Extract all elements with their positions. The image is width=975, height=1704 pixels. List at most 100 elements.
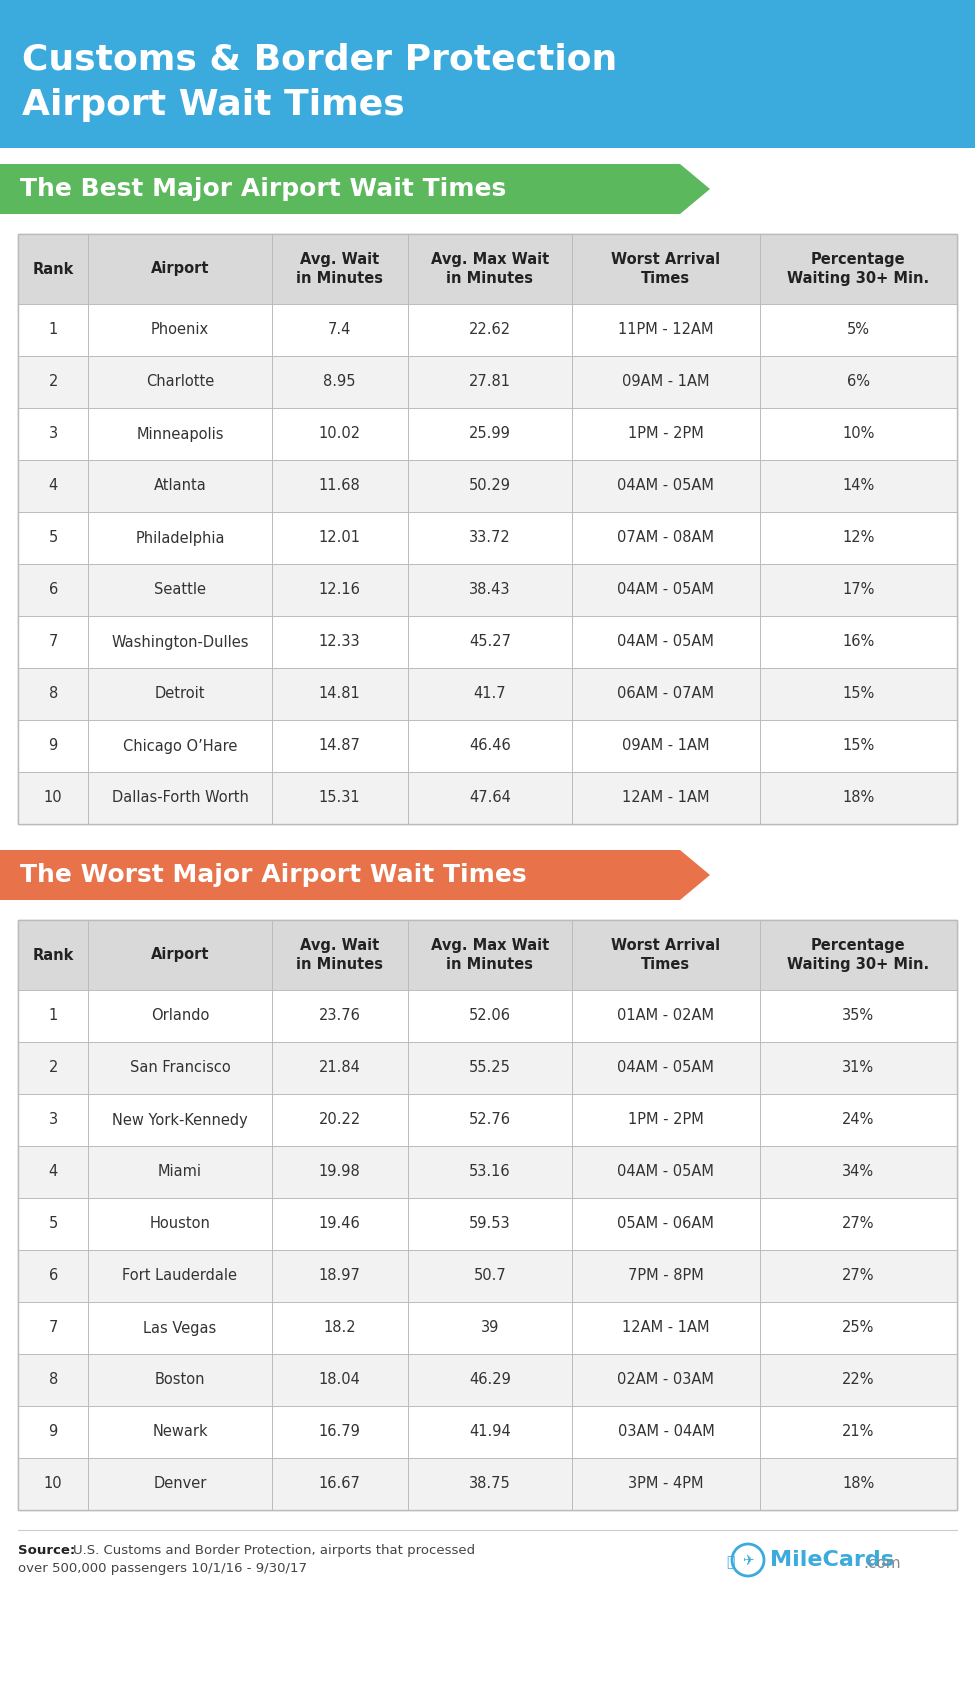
Text: 02AM - 03AM: 02AM - 03AM bbox=[617, 1372, 715, 1387]
Text: 05AM - 06AM: 05AM - 06AM bbox=[617, 1217, 715, 1232]
Text: Denver: Denver bbox=[153, 1476, 207, 1491]
Text: 06AM - 07AM: 06AM - 07AM bbox=[617, 687, 715, 702]
Bar bbox=[18, 511, 957, 564]
Text: U.S. Customs and Border Protection, airports that processed: U.S. Customs and Border Protection, airp… bbox=[73, 1544, 475, 1557]
Bar bbox=[18, 233, 957, 303]
Text: 7.4: 7.4 bbox=[328, 322, 351, 337]
Text: Customs & Border Protection: Customs & Border Protection bbox=[22, 43, 617, 77]
Text: 8.95: 8.95 bbox=[324, 375, 356, 390]
Text: Orlando: Orlando bbox=[151, 1009, 210, 1024]
Text: Washington-Dulles: Washington-Dulles bbox=[111, 634, 249, 649]
Text: Minneapolis: Minneapolis bbox=[136, 426, 223, 441]
Text: 46.29: 46.29 bbox=[469, 1372, 511, 1387]
Text: 12%: 12% bbox=[842, 530, 875, 545]
Bar bbox=[18, 1043, 957, 1094]
Bar bbox=[18, 1094, 957, 1147]
Text: 04AM - 05AM: 04AM - 05AM bbox=[617, 1060, 715, 1075]
Text: 16.67: 16.67 bbox=[319, 1476, 361, 1491]
Text: 01AM - 02AM: 01AM - 02AM bbox=[617, 1009, 715, 1024]
Text: 12.33: 12.33 bbox=[319, 634, 361, 649]
Text: Miami: Miami bbox=[158, 1164, 202, 1179]
Text: 38.75: 38.75 bbox=[469, 1476, 511, 1491]
Text: 2: 2 bbox=[49, 375, 58, 390]
Text: 53.16: 53.16 bbox=[469, 1164, 511, 1179]
Text: 🧍: 🧍 bbox=[725, 1556, 734, 1569]
Text: 11PM - 12AM: 11PM - 12AM bbox=[618, 322, 714, 337]
Text: 25%: 25% bbox=[842, 1321, 875, 1336]
Text: 6: 6 bbox=[49, 583, 58, 598]
Text: 34%: 34% bbox=[842, 1164, 875, 1179]
Bar bbox=[18, 1302, 957, 1355]
Text: 52.06: 52.06 bbox=[469, 1009, 511, 1024]
Text: 18.2: 18.2 bbox=[324, 1321, 356, 1336]
Text: 12AM - 1AM: 12AM - 1AM bbox=[622, 1321, 710, 1336]
Text: Chicago O’Hare: Chicago O’Hare bbox=[123, 738, 237, 753]
Text: San Francisco: San Francisco bbox=[130, 1060, 230, 1075]
Text: 10: 10 bbox=[44, 791, 62, 806]
Bar bbox=[18, 233, 957, 825]
Text: 55.25: 55.25 bbox=[469, 1060, 511, 1075]
Text: 04AM - 05AM: 04AM - 05AM bbox=[617, 634, 715, 649]
Text: 9: 9 bbox=[49, 1425, 58, 1440]
Text: 07AM - 08AM: 07AM - 08AM bbox=[617, 530, 715, 545]
Text: Dallas-Forth Worth: Dallas-Forth Worth bbox=[111, 791, 249, 806]
Text: 14.87: 14.87 bbox=[319, 738, 361, 753]
Text: 11.68: 11.68 bbox=[319, 479, 361, 494]
Text: 6%: 6% bbox=[847, 375, 870, 390]
Text: 16.79: 16.79 bbox=[319, 1425, 361, 1440]
Text: 27%: 27% bbox=[842, 1268, 875, 1283]
Text: 21%: 21% bbox=[842, 1425, 875, 1440]
Text: 46.46: 46.46 bbox=[469, 738, 511, 753]
Text: Percentage
Waiting 30+ Min.: Percentage Waiting 30+ Min. bbox=[788, 252, 929, 286]
Text: 41.94: 41.94 bbox=[469, 1425, 511, 1440]
Bar bbox=[18, 233, 957, 825]
Text: 03AM - 04AM: 03AM - 04AM bbox=[617, 1425, 715, 1440]
Text: 8: 8 bbox=[49, 687, 58, 702]
Text: Newark: Newark bbox=[152, 1425, 208, 1440]
Text: 15.31: 15.31 bbox=[319, 791, 361, 806]
Text: .com: .com bbox=[863, 1556, 901, 1571]
Bar bbox=[18, 1147, 957, 1198]
Text: Charlotte: Charlotte bbox=[146, 375, 214, 390]
Text: 6: 6 bbox=[49, 1268, 58, 1283]
Bar bbox=[18, 721, 957, 772]
Text: Atlanta: Atlanta bbox=[154, 479, 207, 494]
Text: MileCards: MileCards bbox=[770, 1551, 894, 1569]
Bar bbox=[18, 1251, 957, 1302]
Text: Houston: Houston bbox=[149, 1217, 211, 1232]
Text: New York-Kennedy: New York-Kennedy bbox=[112, 1113, 248, 1128]
Text: 10: 10 bbox=[44, 1476, 62, 1491]
Bar bbox=[18, 617, 957, 668]
Text: 09AM - 1AM: 09AM - 1AM bbox=[622, 738, 710, 753]
Text: 3PM - 4PM: 3PM - 4PM bbox=[628, 1476, 704, 1491]
Text: 3: 3 bbox=[49, 426, 58, 441]
Bar bbox=[18, 990, 957, 1043]
Text: The Worst Major Airport Wait Times: The Worst Major Airport Wait Times bbox=[20, 862, 526, 888]
Text: 47.64: 47.64 bbox=[469, 791, 511, 806]
Text: Philadelphia: Philadelphia bbox=[136, 530, 224, 545]
Bar bbox=[18, 1198, 957, 1251]
Text: 19.46: 19.46 bbox=[319, 1217, 361, 1232]
Text: 16%: 16% bbox=[842, 634, 875, 649]
Text: 52.76: 52.76 bbox=[469, 1113, 511, 1128]
Bar bbox=[18, 920, 957, 1510]
Bar bbox=[18, 564, 957, 617]
Text: Source:: Source: bbox=[18, 1544, 75, 1557]
Text: 23.76: 23.76 bbox=[319, 1009, 361, 1024]
Text: Airport: Airport bbox=[151, 947, 210, 963]
Text: 10%: 10% bbox=[842, 426, 875, 441]
Text: Airport Wait Times: Airport Wait Times bbox=[22, 89, 405, 123]
Text: 12.16: 12.16 bbox=[319, 583, 361, 598]
Bar bbox=[18, 1406, 957, 1459]
Text: 5%: 5% bbox=[847, 322, 870, 337]
Bar bbox=[18, 920, 957, 1510]
Text: ✈: ✈ bbox=[742, 1552, 754, 1568]
Text: 4: 4 bbox=[49, 1164, 58, 1179]
Text: 1PM - 2PM: 1PM - 2PM bbox=[628, 1113, 704, 1128]
Text: Avg. Wait
in Minutes: Avg. Wait in Minutes bbox=[296, 939, 383, 971]
Bar bbox=[18, 1355, 957, 1406]
Text: 14%: 14% bbox=[842, 479, 875, 494]
Text: 18.04: 18.04 bbox=[319, 1372, 361, 1387]
Polygon shape bbox=[680, 164, 710, 215]
Text: 50.29: 50.29 bbox=[469, 479, 511, 494]
